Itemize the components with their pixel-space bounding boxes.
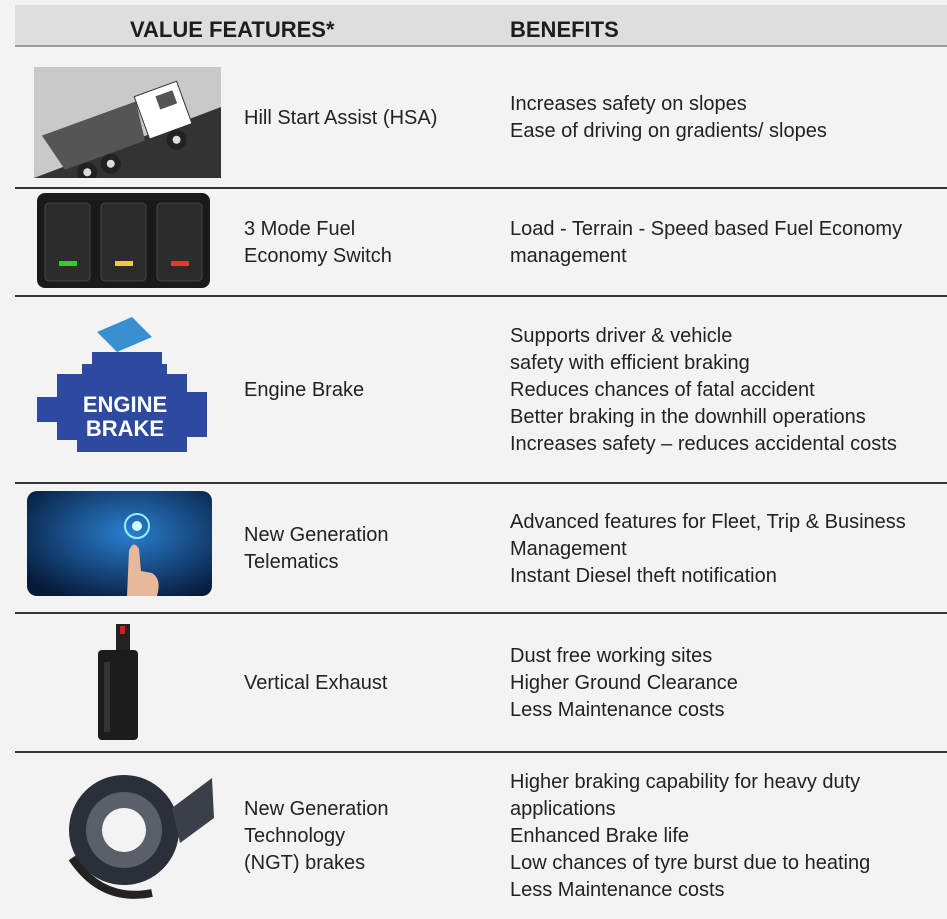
benefit-line: Management (510, 537, 627, 560)
benefit-line: Supports driver & vehicle (510, 325, 733, 347)
benefit-line: Higher Ground Clearance (510, 672, 738, 694)
feature-cell: Hill Start Assist (HSA) (244, 47, 437, 189)
benefit-line: Less Maintenance costs (510, 878, 725, 901)
row-separator (15, 187, 947, 189)
benefit-line: Increases safety on slopes (510, 93, 747, 115)
feature-cell: Vertical Exhaust (244, 614, 387, 753)
header-feature: VALUE FEATURES* (130, 17, 335, 42)
benefit-line: Ease of driving on gradients/ slopes (510, 120, 827, 142)
icon-label: ENGINE (83, 392, 167, 417)
benefit-line: Dust free working sites (510, 645, 713, 667)
benefit-line: Less Maintenance costs (510, 699, 725, 721)
benefits-cell: Higher braking capability for heavy duty… (510, 753, 870, 919)
feature-line: New Generation (244, 524, 389, 546)
icon-label: BRAKE (86, 416, 164, 441)
benefit-line: Advanced features for Fleet, Trip & Busi… (510, 510, 906, 533)
header-band: VALUE FEATURES* BENEFITS (15, 5, 947, 47)
brake-icon (68, 775, 214, 899)
feature-cell: 3 Mode Fuel Economy Switch (244, 189, 392, 297)
benefit-line: Increases safety – reduces accidental co… (510, 433, 897, 455)
telematics-icon (27, 491, 212, 596)
benefits-cell: Load - Terrain - Speed based Fuel Econom… (510, 189, 902, 297)
header-benefits: BENEFITS (510, 17, 619, 42)
feature-line: (NGT) brakes (244, 851, 366, 874)
row-separator (15, 482, 947, 484)
feature-line: Telematics (244, 551, 339, 573)
engine-brake-icon: ENGINE BRAKE (37, 317, 207, 452)
feature-line: Vertical Exhaust (244, 672, 388, 694)
exhaust-icon (98, 624, 138, 740)
benefit-line: Low chances of tyre burst due to heating (510, 851, 871, 874)
benefits-cell: Supports driver & vehicle safety with eff… (510, 297, 897, 484)
benefit-line: applications (510, 797, 616, 820)
feature-cell: Engine Brake (244, 297, 364, 484)
benefits-cell: Increases safety on slopes Ease of drivin… (510, 47, 827, 189)
benefits-cell: Dust free working sites Higher Ground Cle… (510, 614, 738, 753)
row-separator (15, 751, 947, 753)
benefit-line: management (510, 245, 627, 267)
hsa-icon (34, 67, 221, 178)
benefit-line: Reduces chances of fatal accident (510, 379, 815, 401)
benefits-cell: Advanced features for Fleet, Trip & Busi… (510, 484, 906, 614)
feature-line: 3 Mode Fuel (244, 218, 356, 240)
feature-line: New Generation (244, 797, 389, 820)
benefit-line: Enhanced Brake life (510, 824, 690, 847)
feature-line: Economy Switch (244, 245, 392, 267)
feature-line: Hill Start Assist (HSA) (244, 106, 438, 129)
feature-line: Engine Brake (244, 379, 365, 401)
feature-line: Technology (244, 824, 346, 847)
feature-cell: New Generation Technology (NGT) brakes (244, 753, 389, 919)
benefit-line: Load - Terrain - Speed based Fuel Econom… (510, 218, 903, 240)
feature-cell: New Generation Telematics (244, 484, 389, 614)
row-separator (15, 295, 947, 297)
benefit-line: safety with efficient braking (510, 352, 750, 374)
benefit-line: Better braking in the downhill operation… (510, 406, 866, 428)
benefit-line: Instant Diesel theft notification (510, 564, 777, 587)
row-separator (15, 612, 947, 614)
benefit-line: Higher braking capability for heavy duty (510, 770, 861, 793)
switch-icon (37, 193, 210, 288)
